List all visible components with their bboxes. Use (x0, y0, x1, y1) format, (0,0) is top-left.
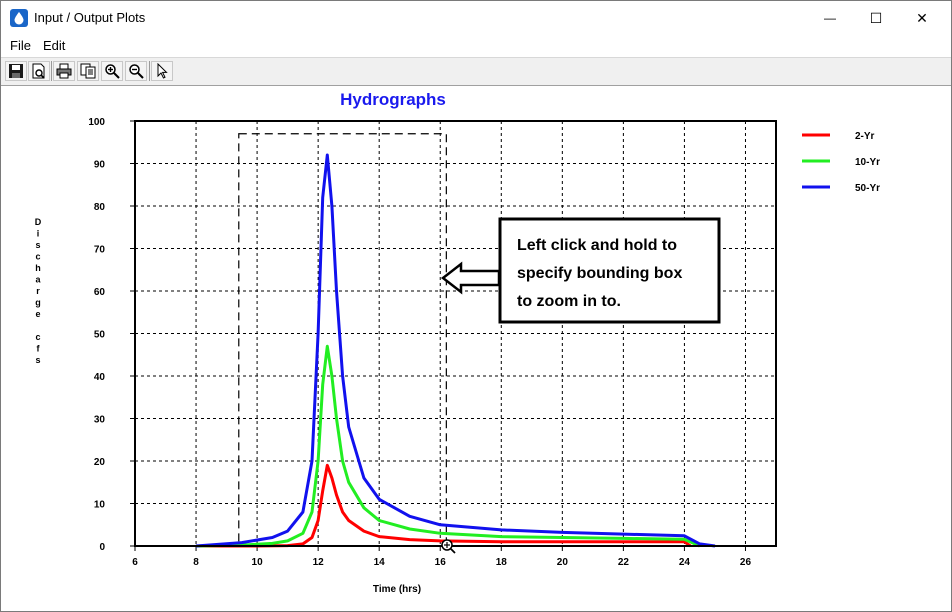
close-button[interactable]: ✕ (899, 1, 945, 35)
save-button[interactable] (5, 61, 27, 81)
zoom-box-rect (238, 133, 447, 547)
legend-label: 10-Yr (855, 157, 880, 168)
zoom-in-button[interactable] (101, 61, 123, 81)
legend-label: 50-Yr (855, 183, 880, 194)
water-drop-icon (10, 9, 28, 27)
x-axis-label: Time (hrs) (373, 584, 421, 595)
x-tick-label: 18 (496, 557, 508, 568)
y-axis-label-char: s (35, 355, 40, 365)
y-axis-label-char: h (35, 263, 41, 273)
y-tick-label: 20 (94, 457, 106, 468)
callout-line-2: specify bounding box (517, 265, 682, 282)
legend-label: 2-Yr (855, 131, 875, 142)
series-line-2-yr (196, 463, 692, 548)
zoom-bounding-box (238, 133, 447, 547)
y-axis-label-char: r (36, 286, 40, 296)
toolbar-separator (149, 61, 150, 81)
y-tick-labels: 0 10 20 30 40 50 60 70 80 90 100 (88, 117, 105, 553)
series-layer (195, 153, 716, 548)
pointer-button[interactable] (151, 61, 173, 81)
plot-area[interactable]: Hydrographs 6 8 10 12 14 16 18 20 22 24 26 0 10 20 30… (5, 87, 947, 607)
y-tick-label: 70 (94, 245, 106, 256)
annotation-callout: Left click and hold to specify bounding … (440, 217, 721, 324)
y-tick-label: 40 (94, 372, 106, 383)
callout-line-1: Left click and hold to (517, 237, 677, 254)
y-tick-label: 0 (99, 542, 105, 553)
y-tick-label: 60 (94, 287, 106, 298)
maximize-button[interactable]: ☐ (853, 1, 899, 35)
x-tick-label: 10 (252, 557, 264, 568)
y-tick-label: 50 (94, 330, 106, 341)
zoom-out-button[interactable] (125, 61, 147, 81)
menu-bar: File Edit (1, 35, 951, 58)
y-axis-label-char: e (35, 309, 40, 319)
print-icon (56, 63, 72, 79)
copy-icon (80, 63, 96, 79)
x-tick-label: 26 (740, 557, 752, 568)
y-tick-label: 80 (94, 202, 106, 213)
zoom-in-icon (105, 64, 120, 79)
print-preview-button[interactable] (28, 61, 50, 81)
x-tick-label: 20 (557, 557, 569, 568)
y-axis-label-char: D (35, 217, 42, 227)
y-axis-label-char: s (35, 240, 40, 250)
y-tick-label: 90 (94, 160, 106, 171)
callout-box (498, 217, 721, 324)
grid (130, 120, 776, 551)
chart-title: Hydrographs (340, 90, 446, 109)
hydrograph-chart[interactable]: Hydrographs 6 8 10 12 14 16 18 20 22 24 26 0 10 20 30… (5, 87, 947, 607)
minimize-icon: — (824, 11, 836, 25)
y-axis-label-char: g (35, 298, 41, 308)
pointer-icon (157, 63, 168, 79)
menu-file[interactable]: File (10, 38, 31, 53)
callout-line-3: to zoom in to. (517, 293, 621, 310)
copy-button[interactable] (77, 61, 99, 81)
y-axis-label-char: i (37, 229, 40, 239)
close-icon: ✕ (916, 9, 928, 26)
y-axis-label-char: a (35, 275, 41, 285)
x-tick-label: 22 (618, 557, 630, 568)
x-tick-label: 24 (679, 557, 691, 568)
toolbar-separator (51, 61, 52, 81)
x-tick-label: 12 (313, 557, 325, 568)
plot-frame (134, 120, 777, 547)
y-axis-label-char: f (37, 344, 41, 354)
menu-edit[interactable]: Edit (43, 38, 66, 53)
print-preview-icon (32, 63, 45, 79)
y-axis-label-char: c (35, 332, 40, 342)
save-icon (9, 64, 23, 78)
x-tick-label: 14 (374, 557, 386, 568)
print-button[interactable] (53, 61, 75, 81)
toolbar (1, 58, 951, 86)
maximize-icon: ☐ (869, 9, 883, 26)
zoom-cursor (441, 539, 456, 554)
series-line-10-yr (195, 344, 701, 548)
y-tick-label: 30 (94, 415, 106, 426)
window-title: Input / Output Plots (34, 10, 146, 25)
series-line-50-yr (195, 153, 716, 548)
y-tick-label: 100 (88, 117, 105, 128)
y-axis-label-char: c (35, 252, 40, 262)
zoom-out-icon (129, 64, 144, 79)
x-tick-label: 6 (132, 557, 138, 568)
title-bar[interactable]: Input / Output Plots — ☐ ✕ (1, 1, 951, 35)
minimize-button[interactable]: — (807, 1, 853, 35)
x-tick-labels: 6 8 10 12 14 16 18 20 22 24 26 (132, 557, 751, 568)
left-arrow-icon (440, 261, 501, 295)
x-tick-label: 8 (193, 557, 199, 568)
y-tick-label: 10 (94, 500, 106, 511)
legend: 2-Yr 10-Yr 50-Yr (802, 131, 880, 194)
x-tick-label: 16 (435, 557, 447, 568)
